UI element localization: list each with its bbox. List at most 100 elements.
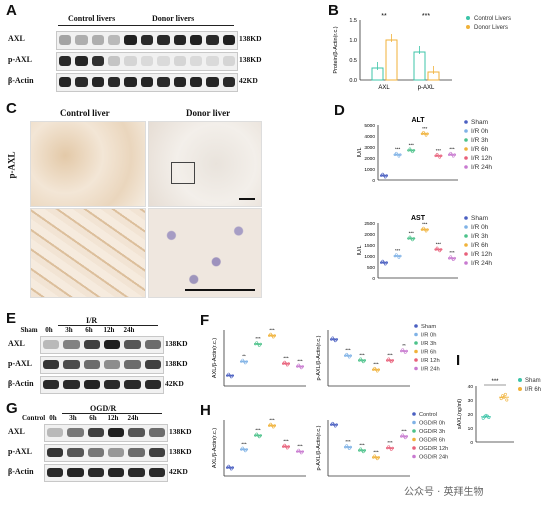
blot-band [140, 35, 154, 45]
blot-strip [44, 464, 168, 482]
donor-underline [122, 25, 234, 26]
blot-band [140, 56, 154, 66]
blot-strip [44, 444, 168, 462]
data-point [481, 416, 485, 420]
data-point [256, 342, 260, 346]
blot-band [108, 468, 125, 477]
blot-band [108, 77, 121, 87]
legend-marker [414, 349, 418, 354]
blot-band [189, 77, 203, 87]
legend-label: I/R 0h [471, 128, 489, 135]
blot-band [104, 340, 121, 349]
data-point [394, 151, 398, 155]
lane-label: 0h [49, 414, 57, 422]
data-point [373, 366, 376, 370]
data-point [434, 154, 438, 158]
data-point [402, 349, 406, 353]
y-axis-label: sAXL(ng/ml) [457, 399, 463, 429]
significance-label: *** [345, 439, 351, 444]
legend-label: I/R 12h [421, 358, 440, 364]
control-livers-label: Control livers [68, 14, 116, 23]
watermark-text: 公众号 · 英拜生物 [404, 487, 484, 498]
y-tick-label: 20 [468, 412, 474, 418]
lane-label: 24h [127, 414, 139, 422]
data-point [448, 153, 451, 157]
legend-marker [412, 412, 416, 416]
data-point [229, 375, 233, 379]
data-point [227, 464, 231, 468]
y-tick-label: 2000 [364, 232, 375, 238]
data-point [269, 422, 272, 426]
data-point [282, 362, 285, 365]
significance-label: *** [283, 356, 289, 361]
data-point [452, 258, 455, 261]
lane-label: 12h [103, 326, 115, 334]
legend-label: Sham [421, 324, 436, 330]
data-point [377, 368, 380, 371]
data-point [387, 445, 390, 448]
data-point [397, 154, 401, 158]
data-point [331, 421, 334, 425]
blot-band [67, 448, 84, 457]
data-point [404, 351, 407, 354]
data-point [383, 175, 387, 179]
blot-band [108, 448, 125, 457]
micrograph-control-high [30, 208, 146, 298]
legend-label: I/R 6h [525, 387, 541, 393]
legend-label: I/R 24h [471, 164, 492, 171]
y-tick-label: 4000 [364, 134, 375, 140]
data-point [409, 148, 413, 152]
data-point [301, 365, 304, 368]
y-tick-label: 1.0 [349, 38, 357, 44]
data-point [377, 456, 380, 459]
data-point [437, 154, 440, 158]
significance-label: *** [359, 352, 365, 357]
legend-label: I/R 12h [471, 155, 492, 162]
data-point [412, 148, 416, 152]
blot-kd-label: 42KD [169, 467, 188, 476]
data-point [502, 395, 506, 399]
data-point [394, 253, 398, 256]
scale-bar [185, 289, 255, 291]
legend-label: I/R 12h [471, 251, 492, 258]
x-tick-label: p-AXL [418, 85, 435, 91]
blot-band [67, 428, 84, 437]
y-tick-label: 1000 [364, 167, 375, 173]
bar [413, 51, 426, 81]
blot-band [140, 77, 154, 87]
data-point [405, 435, 408, 438]
data-point [287, 445, 290, 448]
chart-d: 010002000300040005000IU/LALT************… [357, 117, 492, 282]
data-point [282, 445, 285, 448]
data-point [408, 235, 412, 239]
data-point [503, 392, 507, 396]
data-point [296, 450, 299, 453]
panel-h-letter: H [200, 402, 211, 419]
blot-band [173, 77, 186, 87]
data-point [374, 368, 378, 371]
data-point [385, 174, 388, 177]
data-point [335, 423, 338, 426]
blot-band [83, 360, 100, 369]
data-point [390, 448, 393, 451]
panel-b-letter: B [328, 2, 339, 19]
lane-label: 3h [69, 414, 77, 422]
blot-band [108, 428, 125, 437]
data-point [422, 130, 425, 134]
data-point [284, 445, 288, 448]
blot-band [91, 35, 105, 45]
data-point [376, 369, 379, 373]
significance-label: *** [491, 379, 499, 385]
data-point [449, 255, 452, 258]
significance-label: *** [422, 13, 430, 20]
data-point [363, 449, 366, 452]
blot-row-label: AXL [8, 427, 25, 436]
blot-band [124, 360, 141, 369]
data-point [301, 450, 304, 453]
legend-label: Control Livers [474, 16, 511, 22]
legend-label: OGD/R 6h [419, 438, 445, 444]
blot-row-label: p-AXL [8, 359, 33, 368]
blot-band [157, 56, 170, 66]
blot-band [173, 35, 186, 45]
significance-label: *** [395, 147, 401, 152]
